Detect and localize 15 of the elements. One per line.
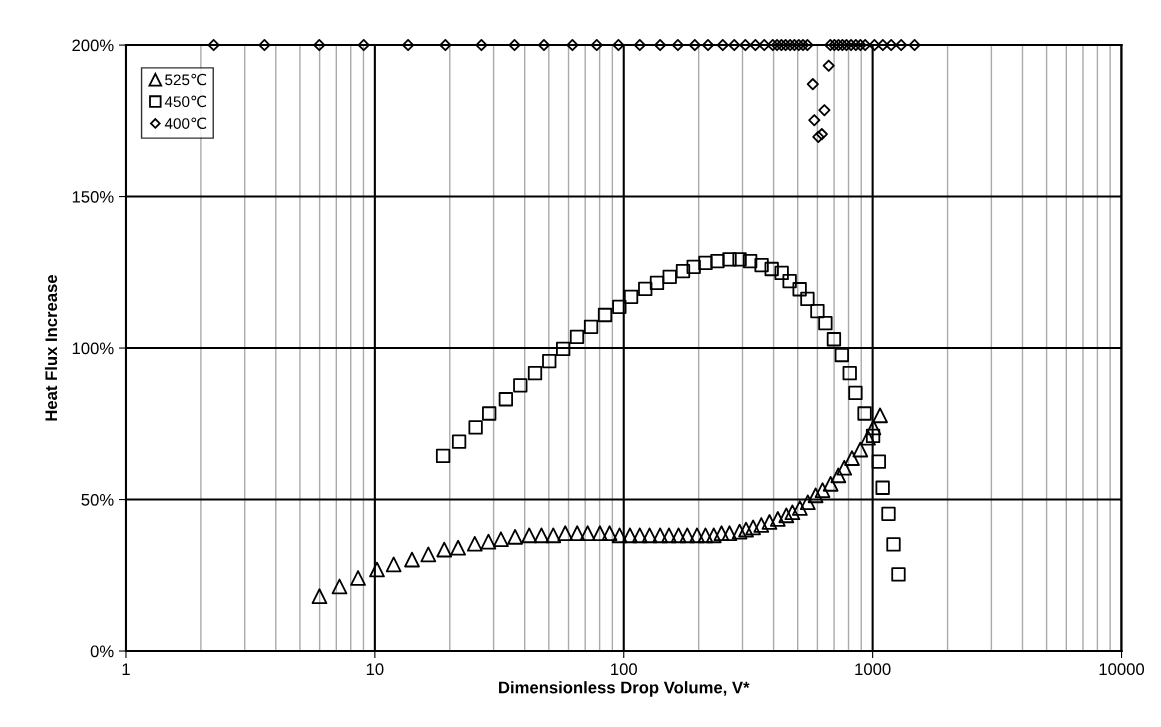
legend-label: 525℃ [165,73,207,86]
y-axis-title: Heat Flux Increase [44,274,58,421]
x-axis-title: Dimensionless Drop Volume, V* [499,681,750,697]
y-tick-label: 200% [72,39,114,52]
y-tick-label: 150% [72,190,114,203]
y-tick-label: 100% [72,342,114,355]
legend-label: 450℃ [164,95,207,108]
x-tick-label: 10 [366,663,384,676]
x-tick-label: 10000 [1099,663,1145,676]
x-tick-label: 1 [122,663,130,675]
legend-label: 400℃ [164,117,207,130]
y-tick-label: 0% [90,645,114,658]
x-tick-label: 1000 [855,663,891,676]
x-tick-label: 100 [611,663,637,676]
y-tick-label: 50% [81,493,114,506]
